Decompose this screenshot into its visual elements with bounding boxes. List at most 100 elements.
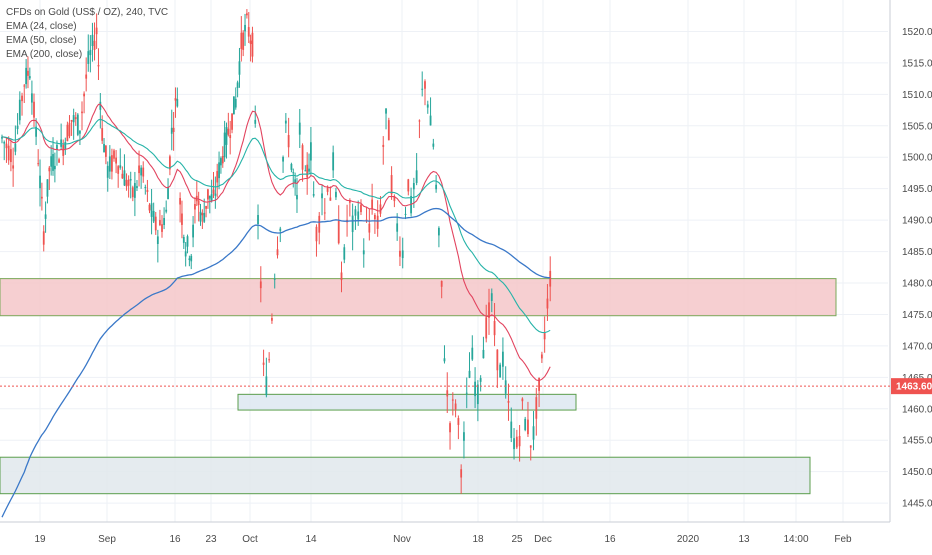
candle-body	[1, 136, 3, 139]
candle-body	[39, 175, 41, 189]
candle-body	[238, 61, 241, 75]
candle-body	[87, 51, 90, 64]
candle-body	[148, 204, 151, 211]
candle-body	[465, 392, 468, 394]
candle-body	[142, 167, 145, 177]
zone-resistance	[0, 278, 837, 317]
candle-body	[99, 101, 102, 110]
candle-body	[68, 122, 71, 137]
candle-body	[21, 95, 23, 102]
current-price-badge	[891, 378, 932, 395]
candle-body	[44, 214, 47, 219]
candle-body	[393, 196, 396, 202]
candle-body	[18, 99, 21, 121]
candle-body	[223, 132, 226, 158]
candle-body	[81, 111, 83, 114]
y-tick-label: 1500.00	[902, 153, 932, 164]
candle-body	[28, 76, 31, 79]
candle-body	[231, 113, 233, 130]
candle-body	[117, 166, 120, 174]
candle-body	[83, 93, 85, 97]
candle-body	[146, 189, 149, 192]
candle-body	[482, 349, 485, 359]
ema-50-line	[1, 118, 551, 334]
candle-body	[451, 399, 454, 401]
candle-body	[504, 380, 507, 394]
candle-body	[360, 204, 362, 213]
candle-body	[371, 199, 374, 210]
y-tick-label: 1480.00	[902, 279, 932, 290]
candle-body	[159, 220, 161, 226]
candle-body	[205, 205, 207, 209]
candle-body	[493, 320, 496, 336]
candle-body	[284, 120, 287, 124]
y-tick-label: 1475.00	[902, 310, 932, 321]
candle-body	[343, 247, 346, 260]
candle-body	[549, 270, 552, 287]
x-tick-label: 23	[205, 534, 217, 545]
candle-body	[76, 114, 79, 135]
ema-24-line	[1, 103, 551, 382]
candle-body	[31, 93, 33, 103]
candle-body	[208, 195, 211, 199]
candle-body	[412, 183, 415, 190]
candle-body	[362, 250, 365, 255]
candle-body	[368, 223, 371, 233]
candle-body	[538, 377, 540, 391]
candle-body	[396, 223, 399, 232]
candle-body	[119, 165, 122, 168]
candle-body	[23, 85, 26, 87]
candle-body	[242, 32, 245, 50]
x-tick-label: 18	[472, 534, 484, 545]
candle-body	[188, 258, 191, 260]
y-tick-label: 1470.00	[902, 341, 932, 352]
candle-body	[329, 197, 332, 201]
candle-body	[247, 27, 250, 37]
candle-body	[460, 469, 463, 478]
candle-body	[72, 115, 75, 123]
y-tick-label: 1505.00	[902, 121, 932, 132]
candle-body	[435, 184, 438, 190]
candle-body	[510, 421, 513, 438]
candle-body	[108, 156, 111, 172]
candle-body	[106, 165, 109, 178]
candle-body	[385, 108, 387, 114]
candle-body	[79, 130, 81, 134]
candle-body	[144, 186, 147, 188]
candle-body	[240, 32, 243, 49]
candle-body	[513, 438, 515, 450]
y-tick-label: 1460.00	[902, 404, 932, 415]
candle-body	[279, 228, 282, 231]
zone-support-lower	[0, 456, 811, 495]
candle-body	[476, 384, 479, 405]
candle-body	[354, 209, 357, 216]
candle-body	[27, 70, 29, 76]
candle-body	[379, 204, 382, 214]
candle-body	[527, 419, 529, 435]
candle-body	[468, 370, 471, 378]
candle-body	[287, 135, 290, 148]
x-tick-label: 14:00	[783, 534, 808, 545]
x-tick-label: Nov	[393, 534, 411, 545]
current-price-label: 1463.60	[896, 382, 932, 393]
candle-body	[382, 144, 385, 147]
candle-body	[474, 381, 476, 397]
y-tick-label: 1515.00	[902, 58, 932, 69]
candle-body	[40, 196, 43, 199]
x-tick-label: Dec	[534, 534, 552, 545]
candle-body	[340, 272, 343, 281]
candle-body	[318, 215, 321, 233]
candle-body	[161, 224, 163, 232]
x-tick-label: 16	[604, 534, 616, 545]
candle-body	[35, 126, 37, 137]
candle-body	[129, 178, 132, 181]
x-tick-label: Feb	[834, 534, 852, 545]
candle-body	[42, 231, 45, 245]
candle-body	[168, 156, 171, 170]
candle-body	[532, 426, 535, 440]
chart-title: CFDs on Gold (US$ / OZ), 240, TVC	[6, 7, 169, 18]
candle-body	[418, 120, 421, 122]
candle-body	[174, 98, 177, 101]
